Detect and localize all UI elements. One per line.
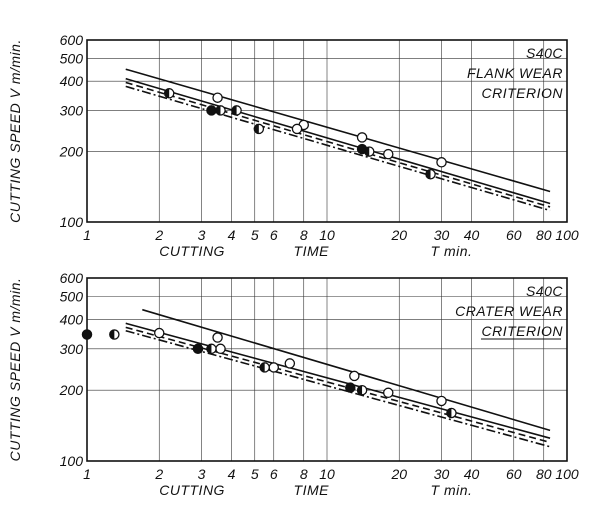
fit-line-dashed: [125, 326, 551, 444]
x-tick-label: 2: [154, 466, 163, 482]
x-tick-label: 3: [198, 466, 206, 482]
x-axis-label-unit: T min.: [431, 482, 473, 498]
point-open: [291, 123, 303, 135]
x-tick-label: 4: [228, 466, 236, 482]
point-filled: [81, 329, 93, 340]
fit-line-dashed: [125, 81, 551, 208]
fit-line-dashdot: [125, 85, 551, 212]
annotation-line-1: CRATER WEAR: [455, 303, 563, 319]
y-tick-label: 600: [60, 32, 84, 48]
point-half-filled: [109, 329, 120, 340]
fit-line-solid: [125, 77, 551, 205]
y-tick-label: 500: [60, 51, 84, 67]
x-axis-label-cutting: CUTTING: [159, 482, 225, 498]
x-tick-label: 100: [555, 466, 579, 482]
point-filled: [206, 105, 217, 116]
y-tick-label: 300: [60, 102, 84, 118]
x-tick-label: 1: [83, 466, 91, 482]
point-half-filled: [446, 407, 457, 419]
y-tick-label: 500: [60, 289, 84, 305]
annotation-line-0: S40C: [526, 45, 563, 61]
x-tick-label: 8: [300, 227, 308, 243]
annotation-line-2: CRITERION: [482, 323, 564, 339]
y-tick-label: 200: [59, 382, 84, 398]
point-open: [383, 387, 394, 399]
annotation-line-2: CRITERION: [482, 85, 564, 101]
x-tick-label: 20: [390, 466, 407, 482]
x-tick-label: 40: [464, 466, 480, 482]
point-open: [356, 132, 368, 143]
x-tick-label: 100: [555, 227, 579, 243]
fit-line-dashdot: [125, 329, 551, 448]
x-tick-label: 5: [251, 227, 259, 243]
point-open: [268, 362, 280, 373]
annotation-line-1: FLANK WEAR: [467, 65, 563, 81]
x-tick-label: 40: [464, 227, 480, 243]
fit-line-solid: [125, 68, 551, 193]
x-tick-label: 3: [198, 227, 206, 243]
point-open: [153, 327, 165, 339]
point-half-filled: [259, 362, 270, 373]
plot-frame: [86, 277, 568, 462]
y-axis-label: CUTTING SPEED V m/min.: [7, 39, 23, 223]
y-tick-label: 300: [60, 341, 84, 357]
x-tick-label: 6: [270, 227, 278, 243]
flank-wear-panel: 1 2 3 4 5 6 8 10 20 30 40 60 80 100100200300400500600…: [7, 32, 579, 259]
plot-frame: [86, 39, 568, 223]
x-tick-label: 10: [319, 466, 335, 482]
x-axis-label-time: TIME: [294, 482, 330, 498]
y-axis-label: CUTTING SPEED V m/min.: [7, 278, 23, 462]
point-filled: [192, 343, 204, 355]
x-tick-label: 6: [270, 466, 278, 482]
fit-lines: [125, 68, 551, 212]
point-open: [215, 343, 226, 355]
x-tick-label: 30: [434, 466, 450, 482]
point-open: [383, 148, 394, 160]
x-tick-label: 30: [434, 227, 450, 243]
x-axis-label-unit: T min.: [431, 243, 473, 259]
point-open: [436, 157, 447, 168]
annotation-line-0: S40C: [526, 283, 563, 299]
y-tick-label: 100: [60, 453, 84, 469]
point-open: [212, 92, 223, 103]
x-tick-label: 80: [536, 466, 552, 482]
y-tick-label: 100: [60, 214, 84, 230]
x-tick-label: 4: [228, 227, 236, 243]
x-axis-label-cutting: CUTTING: [159, 243, 225, 259]
point-open: [212, 332, 223, 343]
point-half-filled: [356, 384, 368, 396]
point-half-filled: [163, 88, 175, 99]
point-open: [349, 370, 360, 382]
x-tick-label: 2: [154, 227, 163, 243]
point-open: [284, 358, 296, 369]
x-tick-label: 5: [251, 466, 259, 482]
point-half-filled: [215, 105, 226, 116]
x-tick-label: 8: [300, 466, 308, 482]
y-tick-label: 400: [60, 73, 84, 89]
point-open: [436, 395, 447, 407]
x-tick-label: 1: [83, 227, 91, 243]
x-axis-label-time: TIME: [294, 243, 330, 259]
point-half-filled: [231, 105, 242, 116]
x-tick-label: 80: [536, 227, 552, 243]
y-tick-label: 400: [60, 311, 84, 327]
crater-wear-panel: 1 2 3 4 5 6 8 10 20 30 40 60 80 100100200300400500600…: [7, 270, 579, 498]
point-half-filled: [425, 169, 436, 180]
fit-line-solid: [125, 322, 551, 439]
point-half-filled: [253, 123, 265, 135]
y-tick-label: 200: [59, 144, 84, 160]
y-tick-label: 600: [60, 270, 84, 286]
point-filled: [356, 143, 368, 155]
point-filled: [345, 382, 356, 393]
x-tick-label: 20: [390, 227, 407, 243]
x-tick-label: 60: [506, 466, 522, 482]
x-tick-label: 60: [506, 227, 522, 243]
fit-line-solid: [142, 308, 551, 432]
point-half-filled: [206, 343, 217, 355]
x-tick-label: 10: [319, 227, 335, 243]
